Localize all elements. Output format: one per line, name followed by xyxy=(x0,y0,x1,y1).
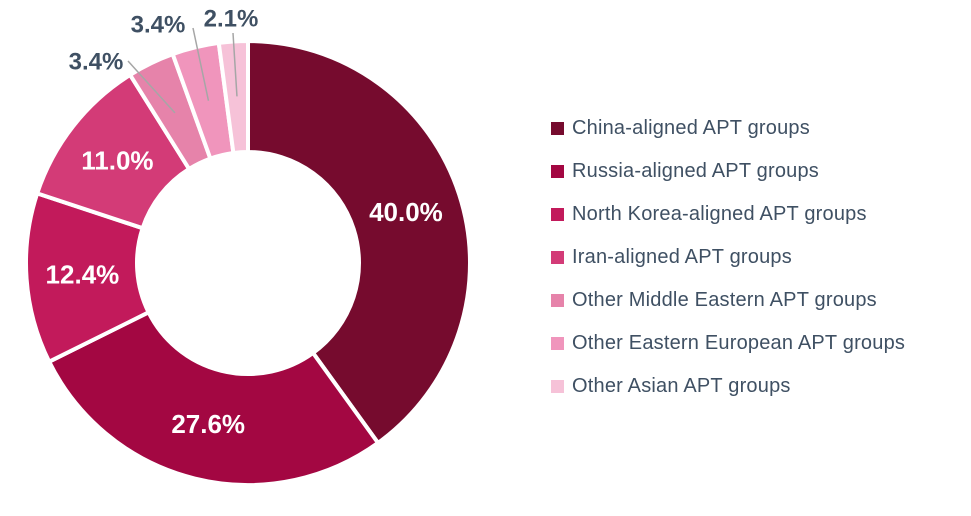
legend-label: Other Eastern European APT groups xyxy=(572,331,906,354)
donut-slice-0 xyxy=(246,39,472,445)
legend-swatch-icon xyxy=(548,118,567,138)
legend-label: Iran-aligned APT groups xyxy=(572,245,792,268)
donut-slice-6 xyxy=(216,39,250,155)
legend-swatch-icon xyxy=(548,247,567,267)
legend-item: Iran-aligned APT groups xyxy=(548,245,905,268)
legend-label: China-aligned APT groups xyxy=(572,116,810,139)
legend-label: Other Middle Eastern APT groups xyxy=(572,288,877,311)
slice-value-label-5: 3.4% xyxy=(131,12,186,39)
legend-label: Russia-aligned APT groups xyxy=(572,159,819,182)
slice-value-label-6: 2.1% xyxy=(204,6,259,33)
legend-swatch-icon xyxy=(548,204,567,224)
legend-item: China-aligned APT groups xyxy=(548,116,905,139)
slice-value-label-3: 11.0% xyxy=(81,146,153,176)
legend: China-aligned APT groups Russia-aligned A… xyxy=(548,116,906,419)
slice-value-label-2: 12.4% xyxy=(46,260,120,290)
legend-item: Russia-aligned APT groups xyxy=(548,159,905,182)
leader-line-5 xyxy=(192,27,210,101)
legend-item: Other Eastern European APT groups xyxy=(548,331,906,354)
slice-value-label-4: 3.4% xyxy=(69,49,124,76)
slice-value-label-1: 27.6% xyxy=(171,409,245,439)
legend-item: Other Asian APT groups xyxy=(548,374,905,397)
legend-swatch-icon xyxy=(548,161,567,181)
legend-swatch-icon xyxy=(548,333,567,353)
legend-item: North Korea-aligned APT groups xyxy=(548,202,905,225)
donut-slice-1 xyxy=(47,310,381,487)
leader-line-6 xyxy=(232,32,238,97)
legend-item: Other Middle Eastern APT groups xyxy=(548,288,905,311)
slice-value-label-0: 40.0% xyxy=(369,197,443,227)
donut-chart: 40.0% 27.6% 12.4% 11.0% 3.4% 3.4% 2.1% xyxy=(24,6,472,487)
legend-swatch-icon xyxy=(548,376,567,396)
legend-label: Other Asian APT groups xyxy=(572,374,791,397)
legend-swatch-icon xyxy=(548,290,567,310)
leader-line-4 xyxy=(127,60,176,114)
legend-label: North Korea-aligned APT groups xyxy=(572,202,867,225)
